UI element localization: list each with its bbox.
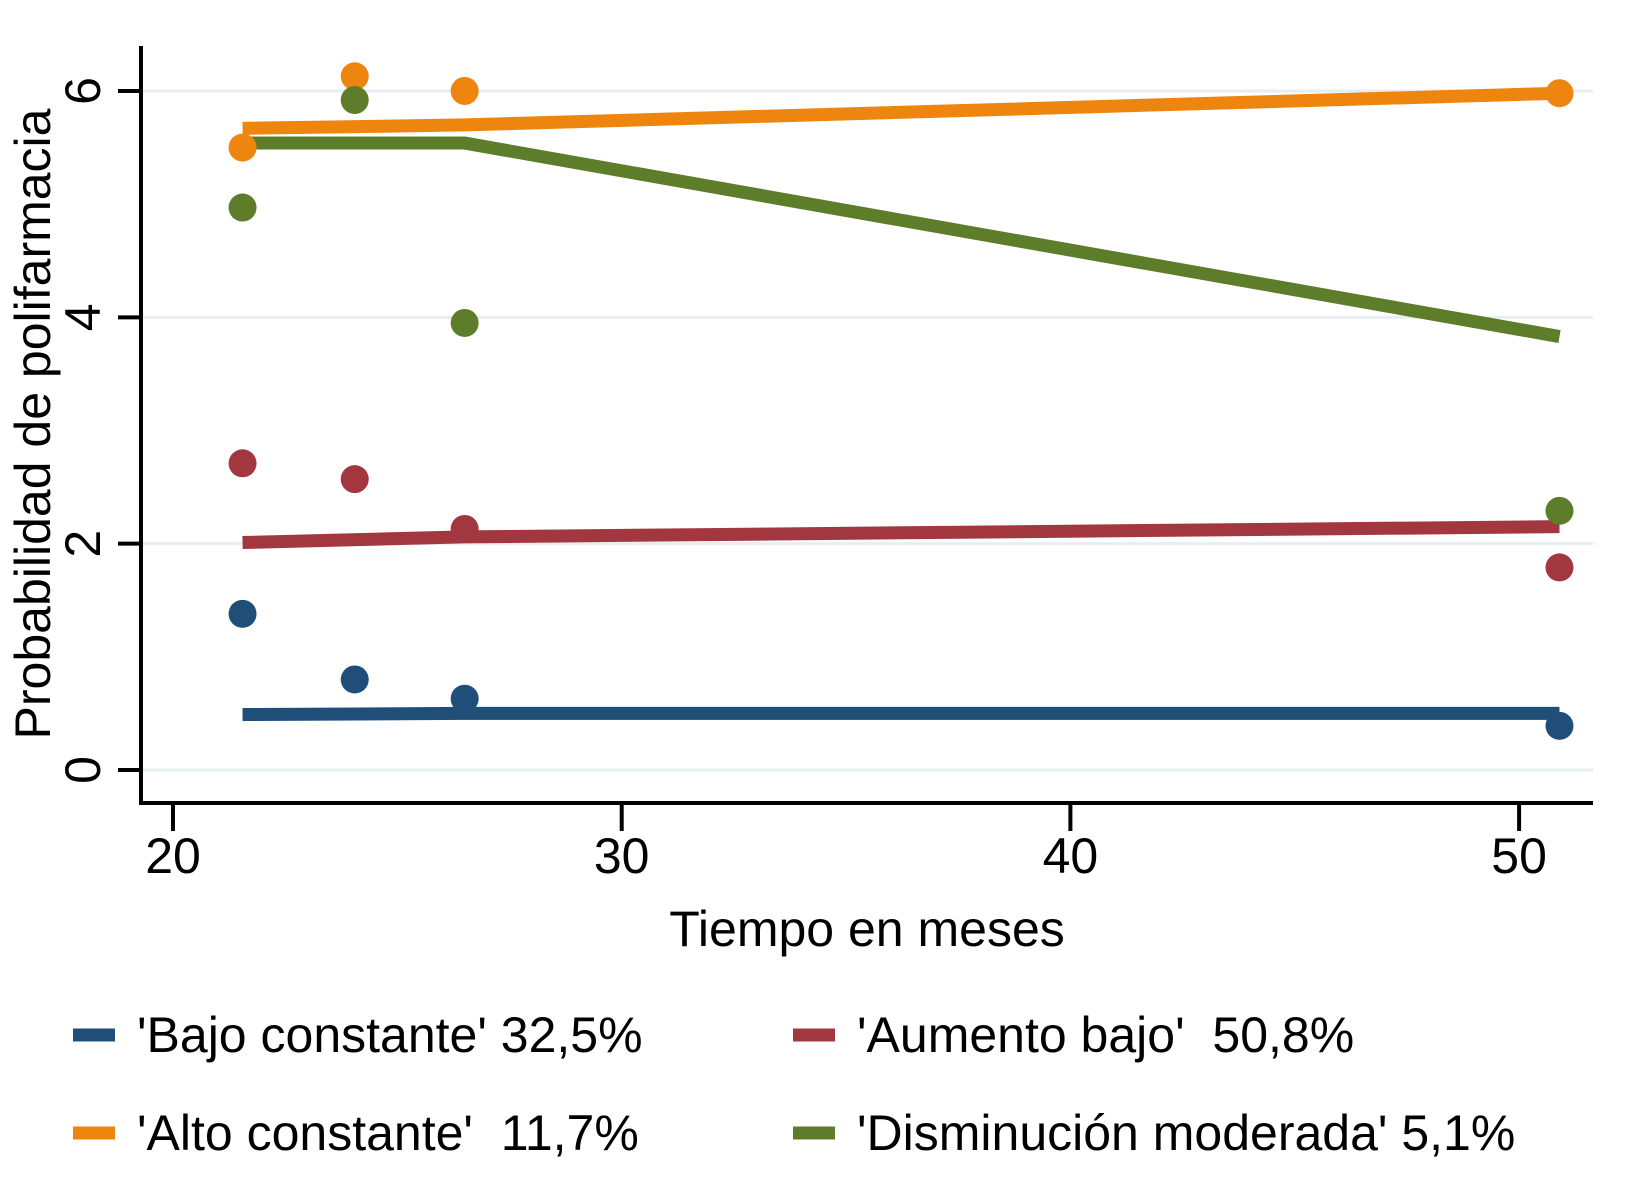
legend-label: 'Alto constante' 11,7% [137,1105,639,1161]
legend: 'Bajo constante' 32,5% 'Aumento bajo' 50,… [73,1007,1515,1161]
y-tick-label: 0 [55,756,111,784]
data-point-disminuci-n-moderada [1545,496,1574,525]
data-point-bajo-constante [228,599,257,628]
trajectory-line-aumento-bajo [242,520,1560,550]
x-tick-label: 30 [594,828,650,884]
legend-item-aumento-bajo: 'Aumento bajo' 50,8% [793,1007,1354,1063]
data-point-bajo-constante [340,665,369,694]
legend-swatch [73,1028,115,1042]
trajectory-line-alto-constante [242,86,1560,135]
data-point-bajo-constante [1545,711,1574,740]
legend-swatch [793,1126,835,1140]
y-tick-label: 2 [55,530,111,558]
axes-group: 0 2 4 6 20 30 40 50 [55,46,1593,884]
legend-item-alto-constante: 'Alto constante' 11,7% [73,1105,639,1161]
legend-label: 'Aumento bajo' 50,8% [857,1007,1354,1063]
y-tick-label: 6 [55,77,111,105]
data-point-alto-constante [1545,79,1574,108]
trajectory-line-disminuci-n-moderada [242,136,1561,343]
y-axis-title: Probabilidad de polifarmacia [5,108,61,739]
x-tick-label: 50 [1491,828,1547,884]
x-axis-title: Tiempo en meses [669,901,1065,957]
legend-label: 'Disminución moderada' 5,1% [857,1105,1515,1161]
trajectory-lines-group [242,86,1561,722]
data-point-alto-constante [340,62,369,91]
data-point-bajo-constante [450,684,479,713]
data-point-aumento-bajo [228,449,257,478]
legend-label: 'Bajo constante' 32,5% [137,1007,643,1063]
scatter-points-group [228,62,1574,740]
legend-swatch [793,1028,835,1042]
x-tick-label: 40 [1043,828,1099,884]
data-point-alto-constante [228,133,257,162]
legend-item-bajo-constante: 'Bajo constante' 32,5% [73,1007,643,1063]
data-point-aumento-bajo [1545,553,1574,582]
legend-swatch [73,1126,115,1140]
x-tick-label: 20 [145,828,201,884]
y-tick-label: 4 [55,303,111,331]
data-point-disminuci-n-moderada [450,308,479,337]
data-point-aumento-bajo [340,465,369,494]
legend-item-disminuci-n-moderada: 'Disminución moderada' 5,1% [793,1105,1515,1161]
data-point-aumento-bajo [450,514,479,543]
trajectory-line-bajo-constante [242,706,1560,722]
data-point-disminuci-n-moderada [228,193,257,222]
data-point-alto-constante [450,76,479,105]
data-point-disminuci-n-moderada [340,86,369,115]
